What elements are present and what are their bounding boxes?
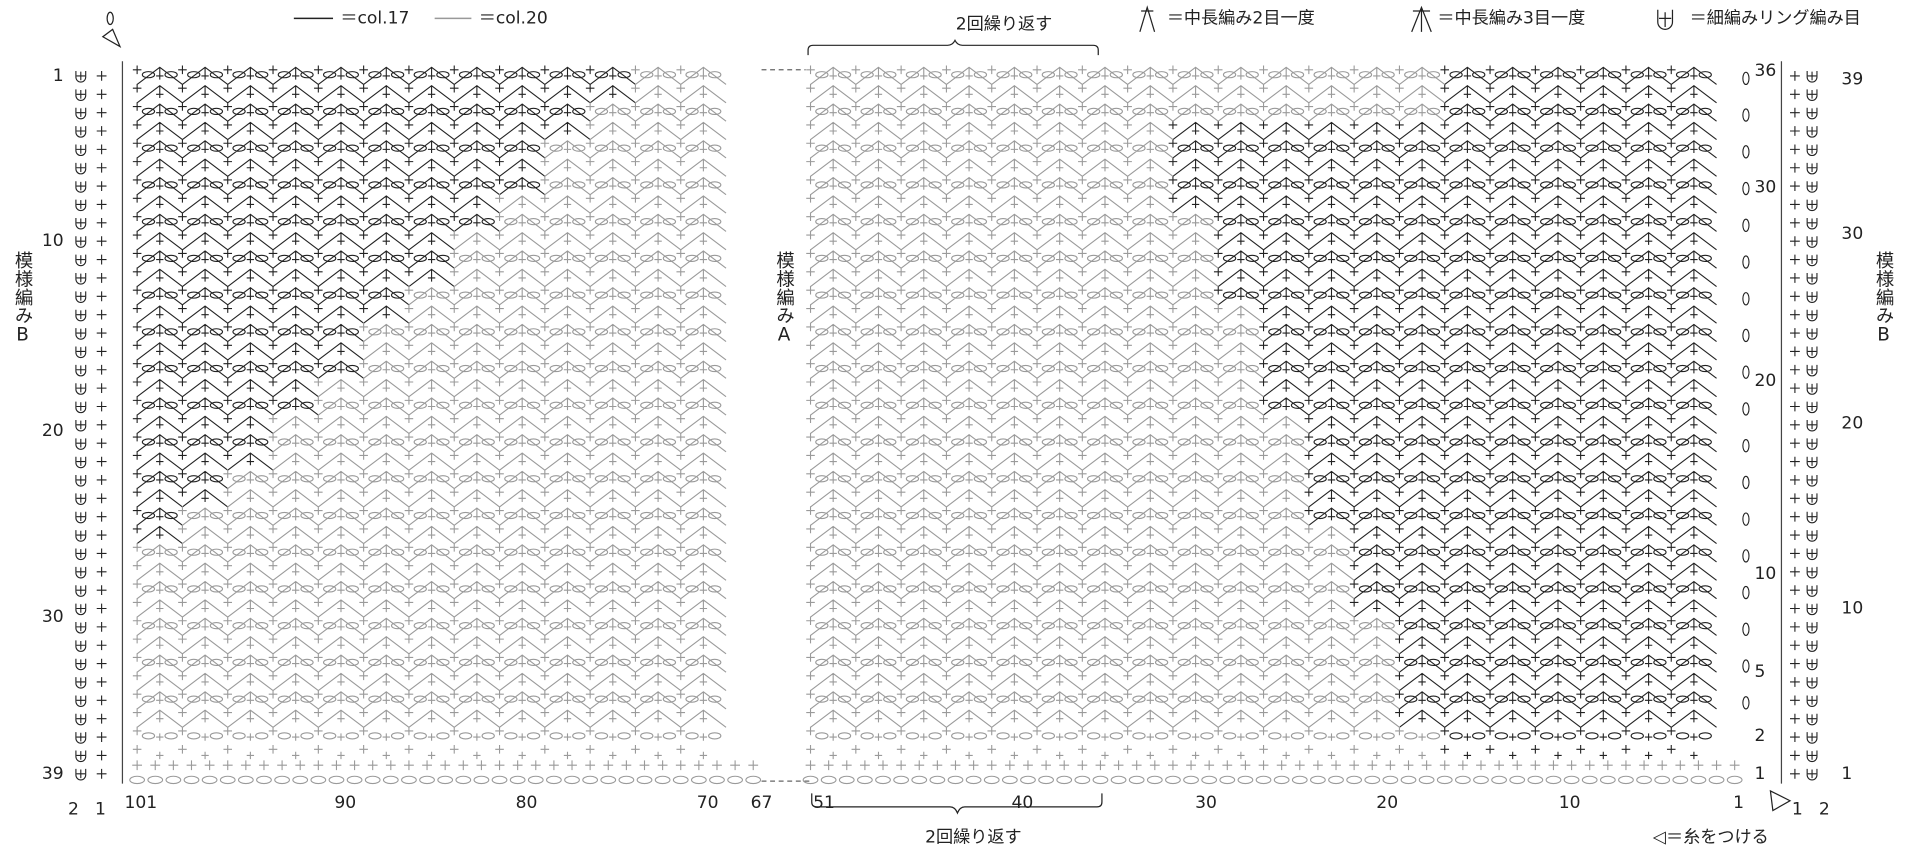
row-label-left: 39 xyxy=(42,764,64,784)
row-label-outer: 10 xyxy=(1841,599,1863,619)
chain-mark xyxy=(106,11,114,26)
edge-label-left: 2 xyxy=(68,799,79,819)
legend-col20: ＝col.20 xyxy=(479,8,548,28)
row-label-outer: 30 xyxy=(1841,224,1863,244)
legend-ring: ＝細編みリング編み目 xyxy=(1690,8,1861,28)
stitch-number: 51 xyxy=(813,793,835,813)
row-label-left: 20 xyxy=(42,421,64,441)
edge-stitches-left xyxy=(75,71,107,781)
edge-label-right: 1 xyxy=(1792,799,1803,819)
stitch-number: 20 xyxy=(1376,793,1398,813)
pattern-label-right: 模様編みB xyxy=(1873,251,1894,345)
join-mark-bottom xyxy=(1769,789,1792,812)
row-label-right: 10 xyxy=(1755,564,1777,584)
row-label-left: 10 xyxy=(42,231,64,251)
stitch-number: 40 xyxy=(1011,793,1033,813)
edge-stitches-right xyxy=(1742,71,1818,781)
row-label-right: 30 xyxy=(1755,177,1777,197)
stitch-number: 70 xyxy=(697,793,719,813)
stitches-col17 xyxy=(132,65,1717,760)
row-label-outer: 39 xyxy=(1841,70,1863,90)
legend-col17: ＝col.17 xyxy=(340,8,409,28)
row-label-right: 1 xyxy=(1755,764,1766,784)
row-label-right: 20 xyxy=(1755,371,1777,391)
row-label-right: 36 xyxy=(1755,61,1777,81)
legend-dec2: ＝中長編み2目一度 xyxy=(1167,8,1315,28)
edge-label-right: 2 xyxy=(1819,799,1830,819)
row-label-right: 5 xyxy=(1755,662,1766,682)
stitch-number: 30 xyxy=(1195,793,1217,813)
pattern-label-left: 模様編みB xyxy=(12,251,33,345)
stitch-number: 1 xyxy=(1733,793,1744,813)
repeat-brace-bottom xyxy=(811,793,1103,815)
legend-join: ◁＝糸をつける xyxy=(1653,827,1769,847)
row-label-outer: 20 xyxy=(1841,414,1863,434)
edge-label-left: 1 xyxy=(95,799,106,819)
row-label-left: 1 xyxy=(53,66,64,86)
legend-dec3: ＝中長編み3目一度 xyxy=(1437,8,1585,28)
stitch-number: 90 xyxy=(334,793,356,813)
stitch-number: 80 xyxy=(516,793,538,813)
repeat-brace-top xyxy=(807,39,1099,56)
pattern-label-center: 模様編みA xyxy=(774,251,795,345)
stitch-number: 10 xyxy=(1559,793,1581,813)
legend-dec3-symbol xyxy=(1411,5,1432,33)
row-label-outer: 1 xyxy=(1841,764,1852,784)
row-label-left: 30 xyxy=(42,607,64,627)
join-mark-top xyxy=(101,28,122,48)
legend-ring-symbol xyxy=(1657,9,1674,30)
repeat-bottom: 2回繰り返す xyxy=(925,827,1022,847)
stitch-number: 101 xyxy=(124,793,157,813)
stitch-number: 67 xyxy=(751,793,773,813)
repeat-top: 2回繰り返す xyxy=(956,14,1053,34)
legend-dec2-symbol xyxy=(1139,5,1156,33)
stitches-col20 xyxy=(129,65,1743,785)
row-label-right: 2 xyxy=(1755,726,1766,746)
